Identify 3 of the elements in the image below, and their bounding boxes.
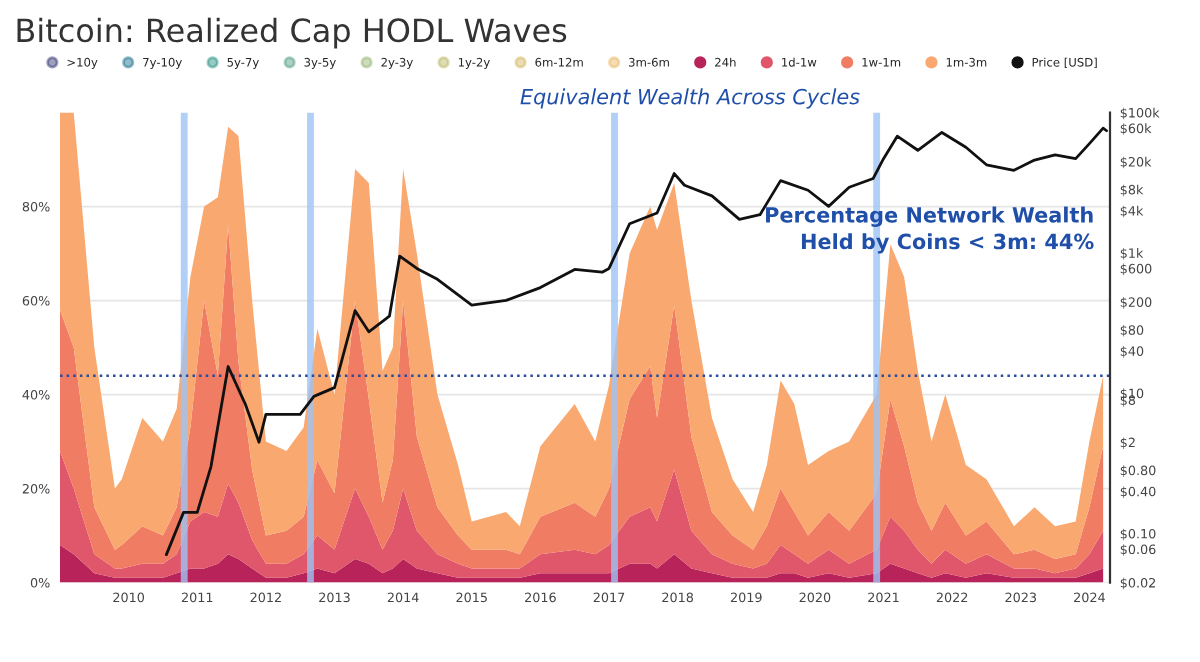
chart-title: Bitcoin: Realized Cap HODL Waves [17, 17, 567, 49]
annotation: Percentage Network Wealth Held by Coins < 3m: 44% [766, 206, 1094, 254]
text: Equivalent Wealth Across Cycles [520, 88, 860, 109]
